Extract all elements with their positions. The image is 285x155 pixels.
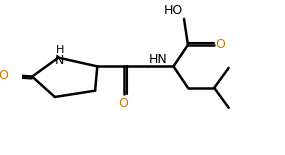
Text: H: H [56, 45, 64, 55]
Text: O: O [215, 38, 225, 51]
Text: HO: HO [163, 4, 183, 17]
Text: N: N [55, 54, 64, 67]
Text: O: O [119, 97, 129, 110]
Text: HN: HN [148, 53, 167, 66]
Text: O: O [0, 69, 9, 82]
